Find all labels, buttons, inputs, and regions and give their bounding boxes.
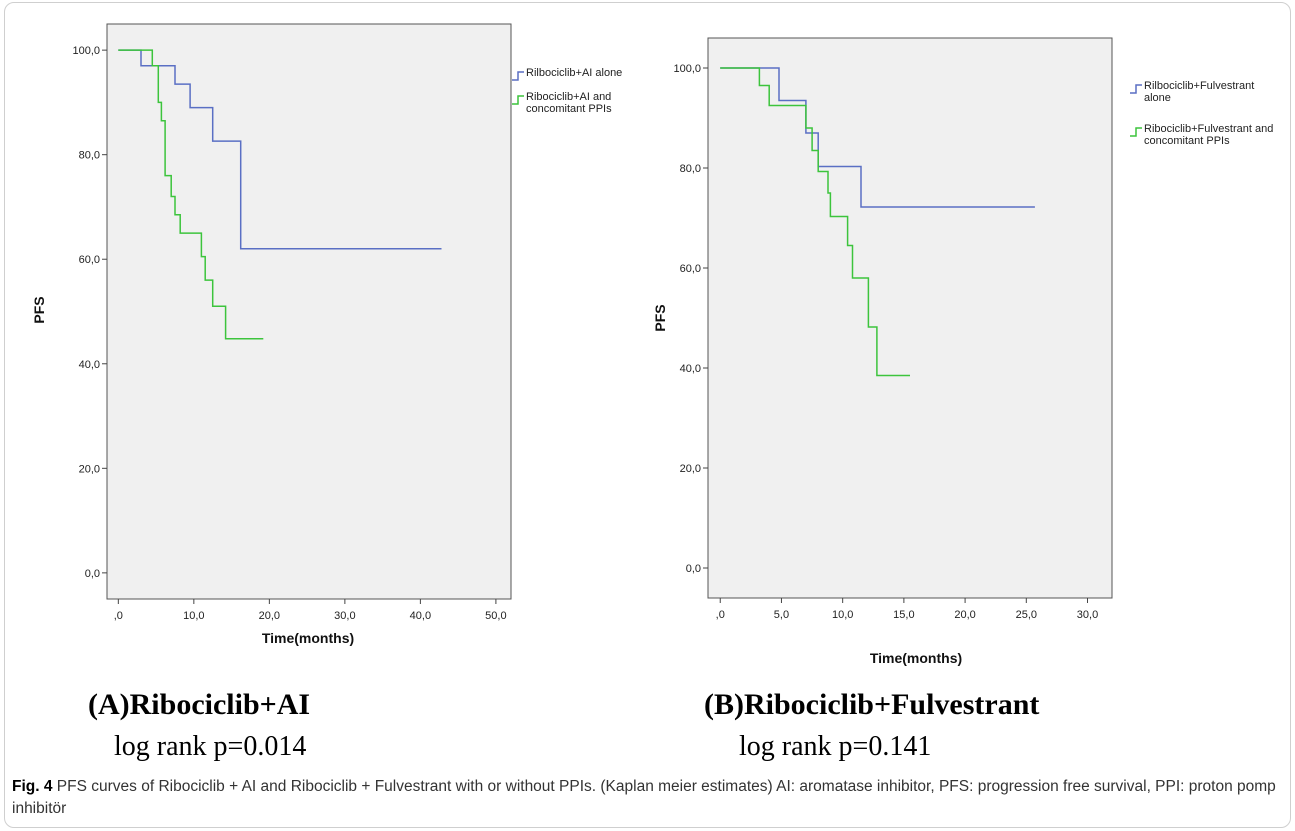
x-tick-label: 10,0	[832, 609, 853, 621]
legend-label: Rilbociclib+AI alone	[526, 67, 622, 79]
y-tick-label: 60,0	[79, 254, 100, 266]
legend-label: Ribociclib+Fulvestrant and	[1144, 123, 1273, 135]
legend-swatch	[512, 71, 524, 81]
panel-b-subtitle: (B)Ribociclib+Fulvestrant	[704, 688, 1040, 721]
panel-a-subtitle: (A)Ribociclib+AI	[88, 688, 311, 721]
figure-caption: Fig. 4 PFS curves of Ribociclib + AI and…	[12, 776, 1282, 820]
legend-label: Ribociclib+AI and	[526, 91, 611, 103]
chart-panel-b: 0,0 20,0 40,0 60,0 80,0 100,0 ,0 5,0 10,0 15,0 20,…	[652, 37, 1273, 666]
plot-area	[707, 37, 1113, 599]
caption-label: Fig. 4	[12, 778, 53, 795]
y-tick-label: 40,0	[79, 359, 100, 371]
y-tick-label: 0,0	[686, 563, 701, 575]
figure-frame	[4, 2, 1291, 828]
y-tick-label: 100,0	[673, 63, 701, 75]
y-tick-label: 20,0	[680, 463, 701, 475]
caption-text: PFS curves of Ribociclib + AI and Riboci…	[12, 778, 1276, 817]
x-axis-label: Time(months)	[870, 650, 962, 666]
x-tick-label: 15,0	[893, 609, 914, 621]
legend-label: alone	[1144, 92, 1171, 104]
chart-panel-a: 0,0 20,0 40,0 60,0 80,0 100,0 ,0 10,0 20,0 30,0 40…	[31, 23, 622, 646]
legend-swatch	[1130, 127, 1142, 137]
legend-swatch	[512, 95, 524, 105]
y-axis-label: PFS	[31, 296, 47, 323]
legend-label: Rilbociclib+Fulvestrant	[1144, 80, 1254, 92]
legend-item-1: Rilbociclib+AI alone	[512, 67, 622, 81]
x-tick-label: ,0	[114, 610, 123, 622]
legend-swatch	[1130, 84, 1142, 94]
y-tick-label: 80,0	[680, 163, 701, 175]
x-tick-label: 30,0	[334, 610, 355, 622]
x-tick-label: 30,0	[1077, 609, 1098, 621]
y-tick-label: 40,0	[680, 363, 701, 375]
series-line-1	[118, 49, 442, 250]
x-tick-label: 50,0	[485, 610, 506, 622]
y-tick-label: 20,0	[79, 463, 100, 475]
y-axis-label: PFS	[652, 304, 668, 331]
plot-area	[106, 23, 512, 600]
legend-label: concomitant PPIs	[1144, 135, 1230, 147]
x-tick-label: 10,0	[183, 610, 204, 622]
x-tick-label: 25,0	[1016, 609, 1037, 621]
panel-a-logrank: log rank p=0.014	[114, 731, 307, 762]
x-tick-label: 5,0	[774, 609, 789, 621]
y-tick-label: 100,0	[72, 45, 100, 57]
panel-b-logrank: log rank p=0.141	[739, 731, 932, 762]
x-tick-label: 20,0	[259, 610, 280, 622]
legend-label: concomitant PPIs	[526, 103, 612, 115]
x-tick-label: ,0	[716, 609, 725, 621]
x-tick-label: 40,0	[410, 610, 431, 622]
y-tick-label: 0,0	[85, 568, 100, 580]
y-tick-label: 60,0	[680, 263, 701, 275]
series-line-2	[720, 67, 910, 377]
y-tick-label: 80,0	[79, 150, 100, 162]
x-axis-label: Time(months)	[262, 630, 354, 646]
x-tick-label: 20,0	[954, 609, 975, 621]
series-line-2	[118, 49, 264, 340]
